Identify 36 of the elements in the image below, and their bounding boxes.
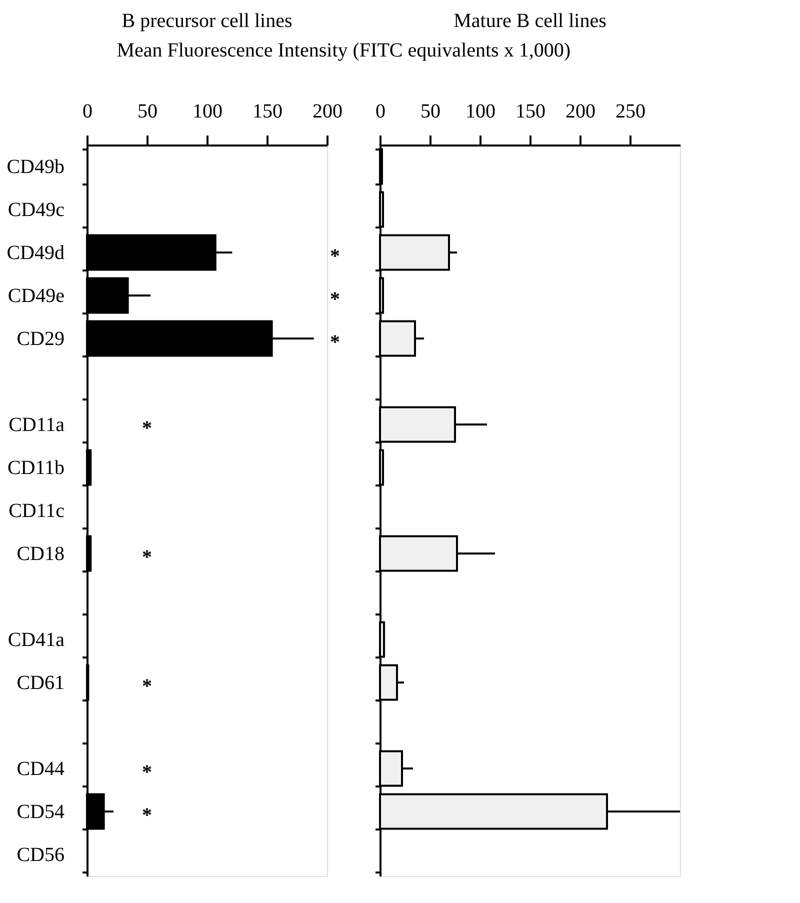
x-tick-label: 150 [252, 100, 282, 122]
text: * [330, 246, 340, 268]
text: * [142, 418, 152, 440]
x-tick-label: 250 [616, 100, 646, 122]
x-tick-label: 200 [566, 100, 596, 122]
x-tick-label: 200 [312, 100, 342, 122]
y-tick-label: CD11b [7, 457, 64, 479]
y-tick-label: CD54 [16, 801, 64, 823]
y-tick-label: CD18 [16, 543, 64, 565]
y-tick-label: CD49e [8, 285, 65, 307]
text: * [330, 288, 340, 310]
y-tick-label: CD49d [6, 242, 64, 264]
text: * [142, 762, 152, 784]
text: * [142, 676, 152, 698]
text: * [142, 804, 152, 826]
text: * [330, 332, 340, 354]
y-tick-label: CD61 [16, 672, 64, 694]
chart-title: Mature B cell lines [454, 10, 607, 32]
y-tick-label: CD29 [16, 328, 64, 350]
y-tick-label: CD41a [8, 629, 65, 651]
y-tick-label: CD11a [8, 414, 65, 436]
x-tick-label: 150 [516, 100, 546, 122]
chart-title: B precursor cell lines [122, 10, 292, 32]
x-tick-label: 100 [466, 100, 496, 122]
y-tick-label: CD49b [6, 156, 64, 178]
y-tick-label: CD44 [16, 758, 64, 780]
x-tick-label: 100 [192, 100, 222, 122]
y-tick-label: CD49c [8, 199, 65, 221]
x-tick-label: 50 [420, 100, 440, 122]
x-axis-title: Mean Fluorescence Intensity (FITC equivalents x 1,000) [116, 40, 570, 62]
y-tick-label: CD11c [8, 500, 65, 522]
y-tick-label: CD56 [16, 844, 64, 866]
text: * [142, 546, 152, 568]
x-tick-label: 0 [376, 100, 386, 122]
x-tick-label: 0 [82, 100, 92, 122]
x-tick-label: 50 [138, 100, 158, 122]
